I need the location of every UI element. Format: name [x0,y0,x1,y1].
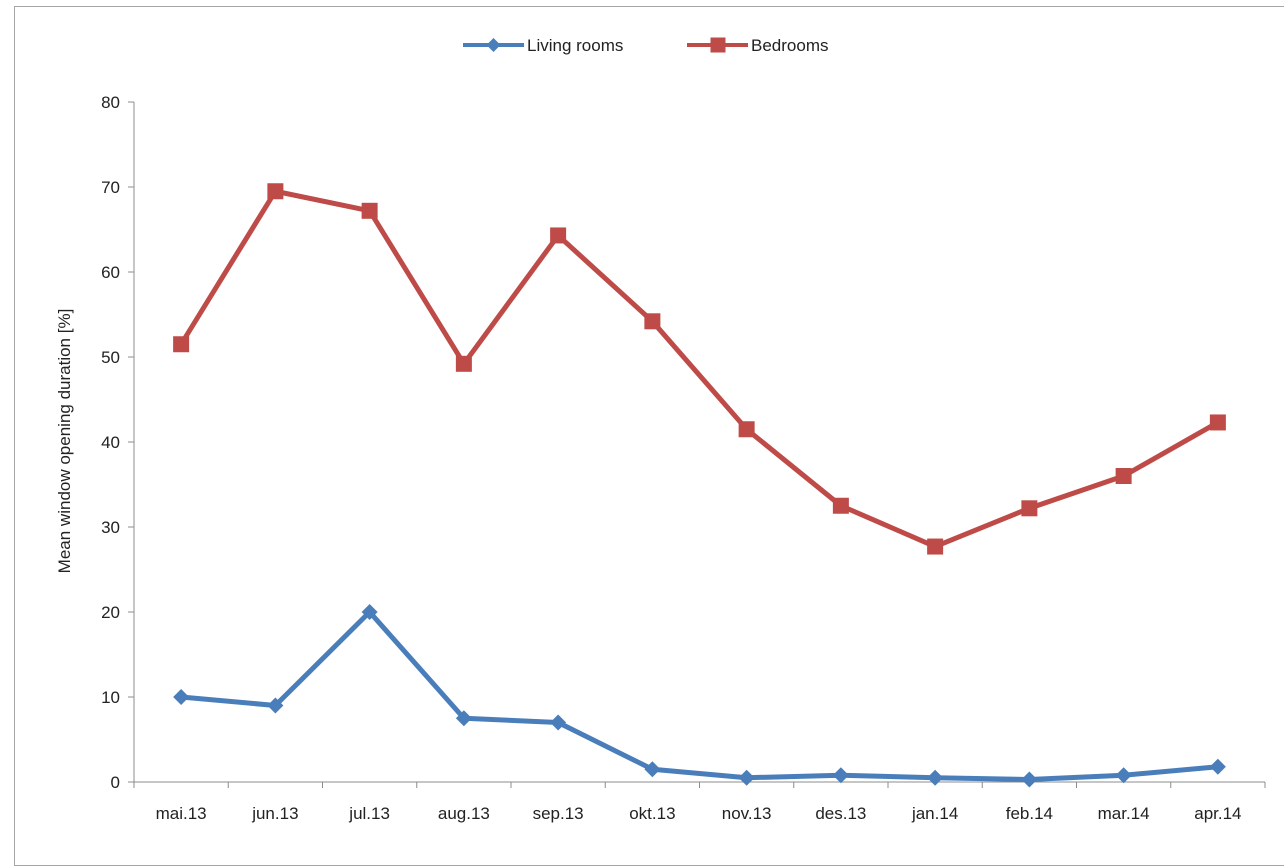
legend-label-living-rooms: Living rooms [527,36,623,55]
legend: Living rooms Bedrooms [463,36,828,55]
x-tick-label: jan.14 [911,804,958,823]
data-point-diamond [1021,771,1038,788]
y-tick-label: 40 [101,433,120,452]
line-chart: Living rooms Bedrooms 01020304050607080 … [55,36,1266,823]
x-axis-ticks: mai.13 jun.13 jul.13 aug.13 sep.13 okt.13 nov.… [133,782,1266,823]
y-tick-label: 60 [101,263,120,282]
y-tick-label: 20 [101,603,120,622]
x-tick-label: mar.14 [1098,804,1150,823]
data-point-square [1209,414,1226,431]
data-point-square [455,355,472,372]
data-point-diamond [455,710,472,727]
x-tick-label: jul.13 [348,804,390,823]
data-point-square [361,202,378,219]
data-point-square [550,227,567,244]
x-tick-label: mai.13 [156,804,207,823]
y-tick-label: 50 [101,348,120,367]
x-tick-label: aug.13 [438,804,490,823]
data-point-square [927,538,944,555]
data-point-square [644,313,661,330]
data-point-diamond [173,689,190,705]
data-point-diamond [644,761,661,778]
data-point-diamond [361,604,378,620]
x-tick-label: des.13 [815,804,866,823]
data-point-square [1115,468,1132,484]
chart-frame [14,6,1284,866]
legend-label-bedrooms: Bedrooms [751,36,828,55]
y-tick-label: 80 [101,93,120,112]
data-point-square [1021,500,1038,517]
y-axis-title: Mean window opening duration [%] [55,309,74,574]
legend-item-bedrooms: Bedrooms [687,36,828,55]
series-line [178,188,1220,550]
x-tick-label: sep.13 [533,804,584,823]
data-point-diamond [738,769,755,786]
data-point-diamond [550,714,567,731]
series-layer [173,183,1226,788]
series-living-rooms [173,604,1226,788]
data-point-square [738,421,755,438]
data-point-diamond [267,697,284,714]
data-point-diamond [927,769,944,786]
y-tick-label: 30 [101,518,120,537]
y-axis-ticks: 0 10 20 30 40 50 60 70 80 [101,93,134,792]
data-point-diamond [1209,758,1226,775]
data-point-square [267,183,284,200]
x-tick-label: okt.13 [629,804,675,823]
y-tick-label: 0 [111,773,120,792]
y-tick-label: 70 [101,178,120,197]
legend-item-living-rooms: Living rooms [463,36,623,55]
y-tick-label: 10 [101,688,120,707]
data-point-diamond [832,767,849,784]
x-tick-label: nov.13 [722,804,772,823]
data-point-square [832,497,849,514]
x-tick-label: feb.14 [1006,804,1053,823]
series-line [180,609,1219,782]
data-point-square [173,336,190,353]
x-tick-label: apr.14 [1194,804,1241,823]
series-bedrooms [173,183,1226,555]
x-tick-label: jun.13 [251,804,298,823]
data-point-diamond [1115,767,1132,784]
